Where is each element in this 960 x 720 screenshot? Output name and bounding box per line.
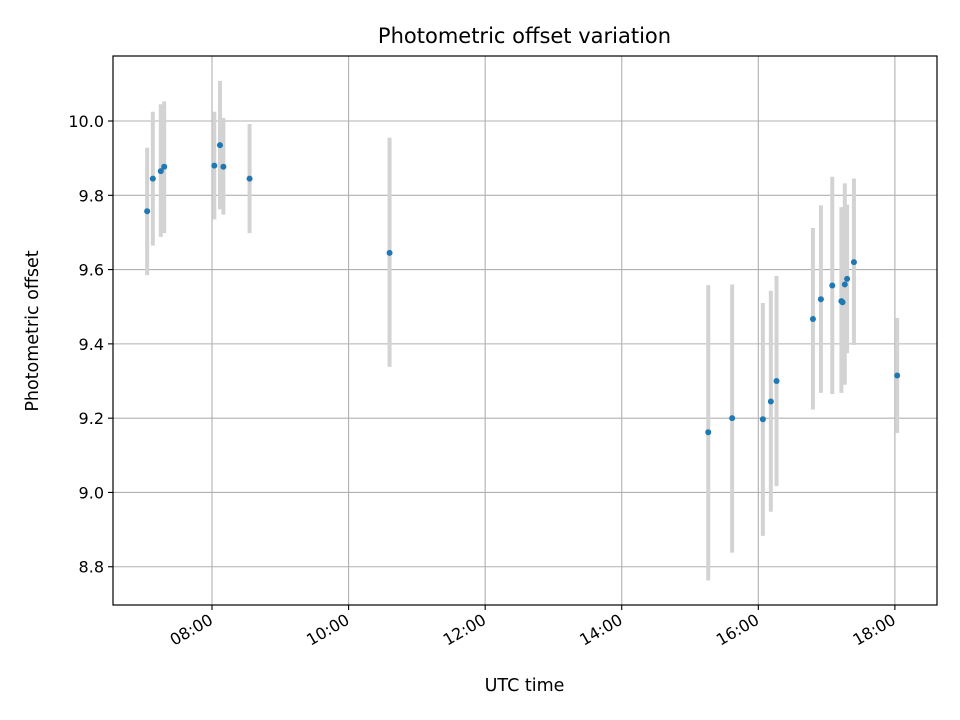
- data-point: [817, 296, 824, 303]
- data-point: [839, 299, 846, 306]
- data-point: [216, 142, 223, 149]
- data-point: [729, 415, 736, 422]
- data-point: [809, 315, 816, 322]
- data-point: [844, 275, 851, 282]
- y-tick-label: 9.4: [79, 335, 104, 354]
- y-tick-label: 9.6: [79, 261, 104, 280]
- data-point: [161, 163, 168, 170]
- chart-title: Photometric offset variation: [378, 24, 671, 48]
- data-point: [767, 398, 774, 405]
- plot-area-frame: [112, 55, 938, 606]
- data-point: [386, 249, 393, 256]
- y-tick-label: 10.0: [68, 112, 104, 131]
- y-tick-label: 9.0: [79, 483, 104, 502]
- data-point: [157, 168, 164, 175]
- data-point: [246, 175, 253, 182]
- data-point: [759, 416, 766, 423]
- data-point: [894, 372, 901, 379]
- grid-lines: [113, 56, 937, 605]
- data-point: [841, 281, 848, 288]
- y-tick-label: 8.8: [79, 558, 104, 577]
- data-point: [829, 282, 836, 289]
- data-point: [144, 208, 151, 215]
- y-tick-label: 9.8: [79, 186, 104, 205]
- data-point: [220, 163, 227, 170]
- data-point: [850, 259, 857, 266]
- data-point: [773, 378, 780, 385]
- y-axis-ticks: 8.8 9.0 9.2 9.4 9.6 9.8 10.0: [68, 112, 113, 577]
- data-points: [144, 142, 901, 436]
- x-axis-label: UTC time: [485, 676, 565, 696]
- data-point: [211, 162, 218, 169]
- data-point: [705, 429, 712, 436]
- y-tick-label: 9.2: [79, 409, 104, 428]
- data-point: [149, 175, 156, 182]
- y-axis-label: Photometric offset: [23, 250, 43, 411]
